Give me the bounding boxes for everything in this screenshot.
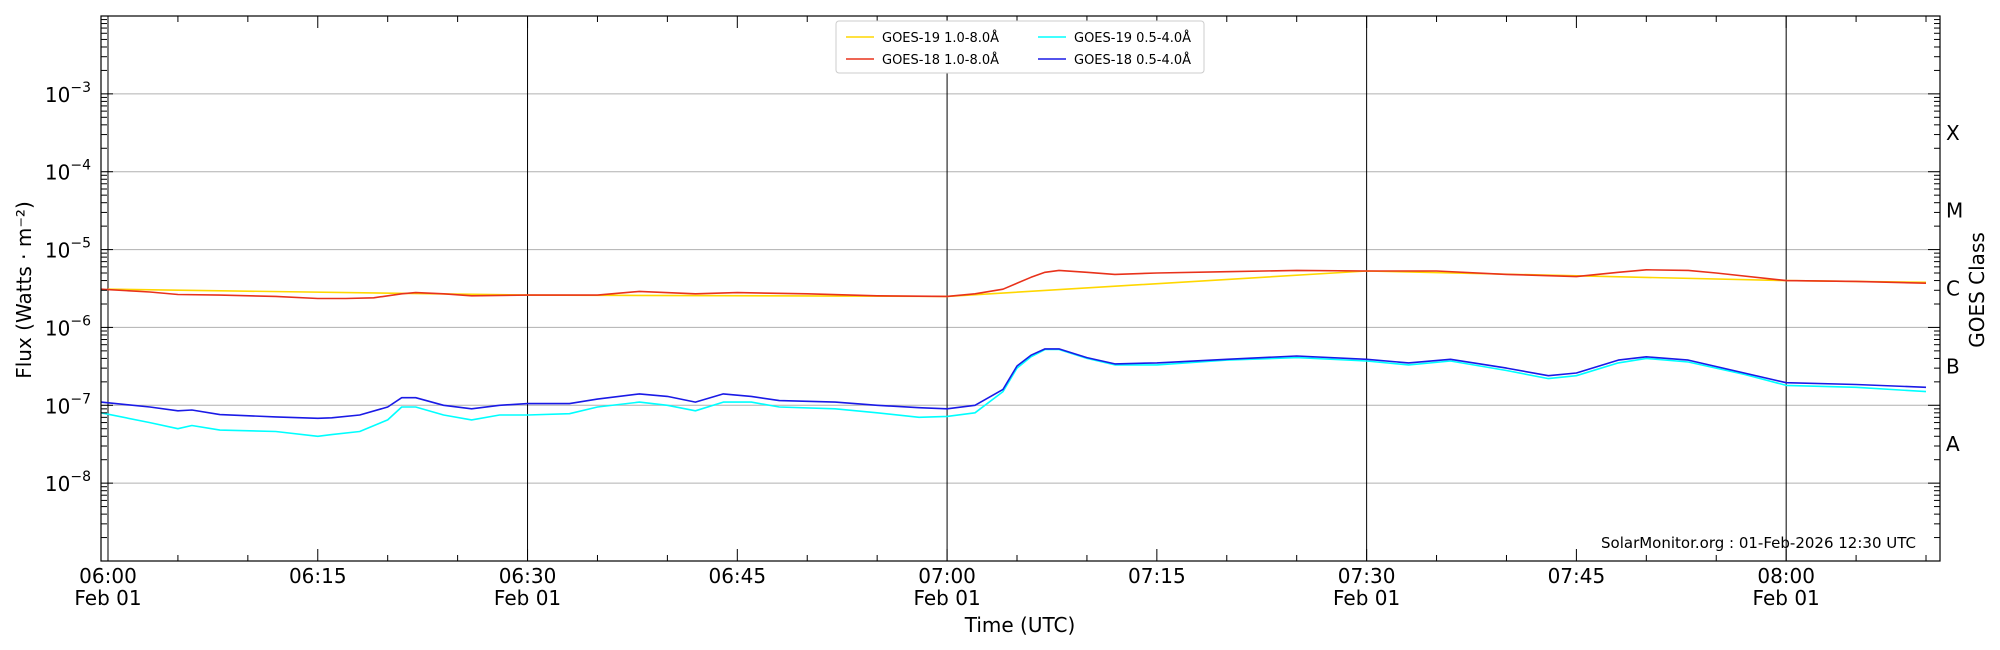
- x-tick-label: 08:00: [1757, 564, 1815, 588]
- goes-class-label: C: [1946, 277, 1960, 301]
- credit-text: SolarMonitor.org : 01-Feb-2026 12:30 UTC: [1601, 534, 1916, 552]
- x-tick-label: 07:30: [1338, 564, 1396, 588]
- series-line: [100, 348, 1927, 420]
- x-tick-label: 06:15: [289, 564, 347, 588]
- legend: GOES-19 1.0-8.0Å GOES-18 1.0-8.0Å GOES-19 …: [835, 20, 1205, 74]
- series-line: [100, 348, 1927, 438]
- x-tick-date-label: Feb 01: [74, 586, 141, 610]
- y-axis-title: Flux (Watts · m⁻²): [12, 201, 36, 379]
- x-tick-date-label: Feb 01: [913, 586, 980, 610]
- horizontal-grid: [101, 93, 1940, 484]
- legend-box: [835, 20, 1205, 74]
- x-tick-label: 07:15: [1128, 564, 1186, 588]
- x-tick-label: 07:00: [918, 564, 976, 588]
- y-tick-label: 10−3: [45, 80, 91, 107]
- x-tick-label: 07:45: [1548, 564, 1606, 588]
- legend-label: GOES-18 1.0-8.0Å: [882, 52, 999, 68]
- legend-label: GOES-19 1.0-8.0Å: [882, 30, 999, 46]
- plot-frame: [100, 15, 1941, 562]
- legend-label: GOES-19 0.5-4.0Å: [1074, 30, 1191, 46]
- x-tick-date-label: Feb 01: [1753, 586, 1820, 610]
- x-axis-title: Time (UTC): [964, 613, 1076, 637]
- axis-ticks: [101, 16, 1940, 562]
- y-tick-label: 10−8: [45, 469, 91, 496]
- x-tick-date-label: Feb 01: [1333, 586, 1400, 610]
- vertical-day-lines: [107, 16, 1787, 561]
- y-tick-label: 10−6: [45, 313, 91, 340]
- x-tick-label: 06:45: [708, 564, 766, 588]
- goes-class-label: B: [1946, 354, 1960, 378]
- series-line: [100, 268, 1927, 300]
- legend-label: GOES-18 0.5-4.0Å: [1074, 52, 1191, 68]
- y-tick-label: 10−4: [45, 158, 91, 185]
- x-tick-label: 06:30: [499, 564, 557, 588]
- goes-class-label: M: [1946, 199, 1963, 223]
- x-tick-date-label: Feb 01: [494, 586, 561, 610]
- series-lines: [100, 268, 1927, 438]
- y-tick-label: 10−5: [45, 236, 91, 263]
- y-tick-label: 10−7: [45, 391, 91, 418]
- x-tick-label: 06:00: [79, 564, 137, 588]
- goes-class-label: A: [1946, 432, 1960, 456]
- goes-class-label: X: [1946, 121, 1960, 145]
- right-axis-title: GOES Class: [1965, 232, 1989, 348]
- plot-background: [101, 16, 1940, 561]
